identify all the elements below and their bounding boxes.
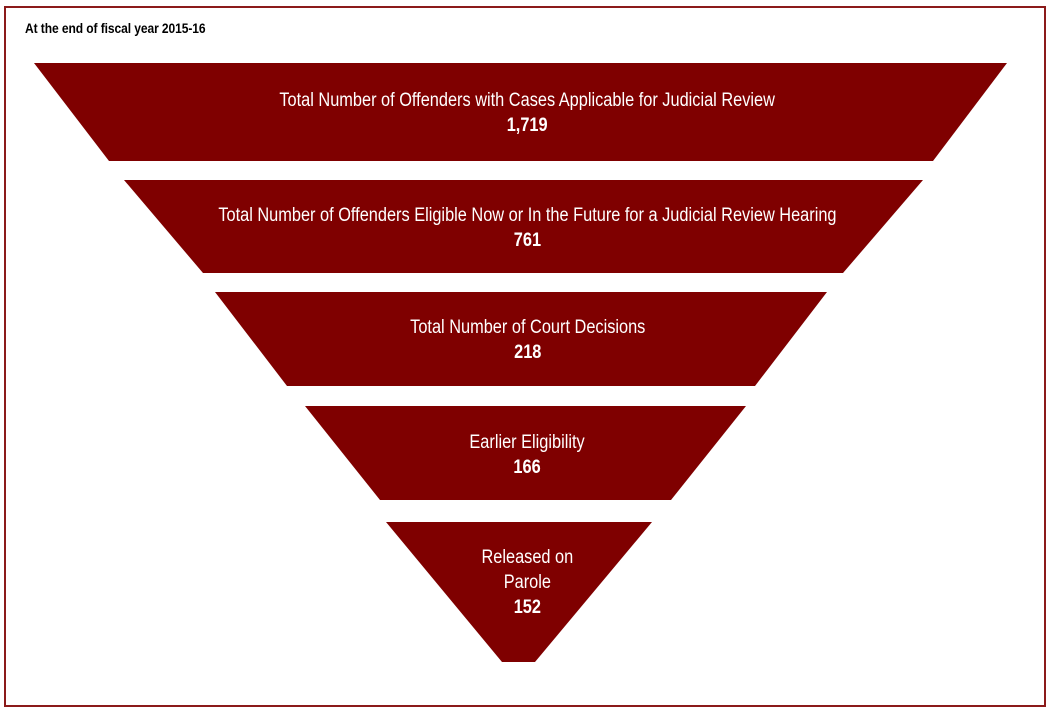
stage-label: Total Number of Offenders Eligible Now o… [218, 205, 837, 226]
stage-value: 152 [513, 597, 542, 618]
funnel-stage-1-shape [34, 63, 1007, 161]
funnel-stage-5-shape [386, 522, 652, 662]
funnel-stage-2-shape [124, 180, 923, 273]
diagram-title: At the end of fiscal year 2015-16 [25, 20, 206, 36]
stage-label: Total Number of Offenders with Cases App… [279, 90, 776, 111]
stage-value: 761 [513, 230, 542, 251]
stage-value: 218 [513, 342, 542, 363]
stage-label-line-2: Parole [503, 572, 552, 593]
stage-label: Total Number of Court Decisions [409, 317, 646, 338]
funnel-stage-4-shape [305, 406, 746, 500]
funnel-stage-4: Earlier Eligibility 166 [0, 430, 1055, 480]
funnel-stage-1: Total Number of Offenders with Cases App… [0, 88, 1055, 138]
funnel-stage-2: Total Number of Offenders Eligible Now o… [0, 203, 1055, 253]
stage-value: 166 [513, 457, 542, 478]
funnel-stage-3-shape [215, 292, 827, 386]
stage-value: 1,719 [507, 115, 548, 136]
funnel-stage-3: Total Number of Court Decisions 218 [0, 315, 1055, 365]
diagram-frame [4, 6, 1046, 707]
funnel-stage-5: Released on Parole 152 [0, 545, 1055, 620]
stage-label: Earlier Eligibility [469, 432, 586, 453]
stage-label-line-1: Released on [481, 547, 574, 568]
